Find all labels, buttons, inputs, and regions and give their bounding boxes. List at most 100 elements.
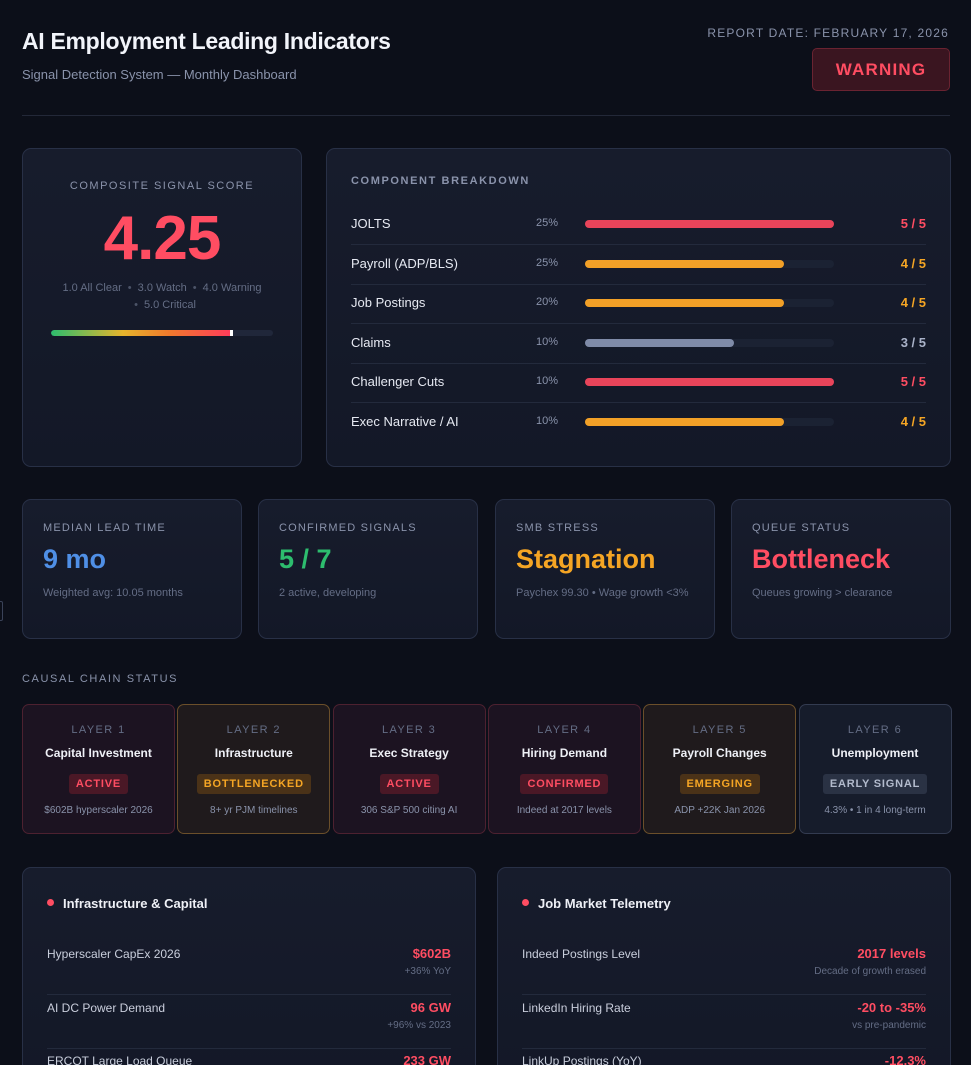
side-panel-handle[interactable] (0, 601, 3, 621)
metric-description: Weighted avg: 10.05 months (43, 587, 183, 599)
metric-value: Stagnation (516, 544, 656, 574)
component-bar-fill (585, 417, 785, 426)
panel-row-value: 2017 levels (857, 946, 926, 961)
chain-layer-5: LAYER 5 Payroll Changes EMERGING ADP +22K J… (643, 704, 797, 834)
component-row: Job Postings 20% 4 / 5 (351, 284, 926, 324)
panel-row-label: AI DC Power Demand (47, 1000, 166, 1015)
legend-all-clear: 1.0 All Clear (62, 282, 122, 294)
status-dot-icon (47, 899, 54, 906)
layer-note: $602B hyperscaler 2026 (44, 805, 153, 816)
component-bar-track (585, 259, 834, 268)
composite-score-card: COMPOSITE SIGNAL SCORE 4.25 1.0 All Clea… (22, 148, 302, 467)
metric-description: Queues growing > clearance (752, 587, 893, 599)
status-dot-icon (522, 899, 529, 906)
layer-name: Hiring Demand (521, 746, 608, 760)
panel-row-value: $602B (412, 946, 451, 961)
panel-row-note: Decade of growth erased (814, 966, 926, 977)
panel-row-note: +36% YoY (404, 966, 451, 977)
layer-number: LAYER 1 (71, 724, 126, 736)
panel-title-text: Job Market Telemetry (538, 896, 671, 911)
composite-score-value: 4.25 (103, 204, 222, 273)
component-weight: 10% (536, 375, 559, 387)
score-gauge-track (51, 330, 273, 336)
metric-label: MEDIAN LEAD TIME (43, 522, 166, 534)
score-gauge-fill (51, 330, 232, 336)
panel-row-value: 233 GW (403, 1053, 451, 1065)
chain-layer-4: LAYER 4 Hiring Demand CONFIRMED Indeed at 2… (487, 704, 641, 834)
layer-badge-wrap: EARLY SIGNAL (800, 774, 951, 794)
score-gauge-marker (230, 330, 234, 336)
status-badge: WARNING (812, 48, 950, 91)
component-bar-track (585, 220, 834, 228)
component-row: Challenger Cuts 10% 5 / 5 (351, 363, 926, 403)
layer-badge-wrap: EMERGING (644, 774, 795, 794)
panel-row-label: Hyperscaler CapEx 2026 (47, 947, 181, 961)
panel-row-note: vs pre-pandemic (852, 1019, 926, 1031)
metric-value: Bottleneck (752, 544, 891, 574)
layer-name: Exec Strategy (369, 746, 449, 760)
layer-badge-wrap: CONFIRMED (489, 774, 640, 794)
layer-note: ADP +22K Jan 2026 (674, 805, 766, 816)
chain-layer-2: LAYER 2 Infrastructure BOTTLENECKED 8+ yr P… (177, 704, 331, 834)
metric-value: 9 mo (43, 544, 107, 574)
component-row: Claims 10% 3 / 5 (351, 324, 926, 364)
component-weight: 25% (536, 256, 559, 269)
metric-card-smb-stress: SMB STRESS Stagnation Paychex 99.30 • Wage… (495, 499, 715, 639)
header-divider (22, 115, 950, 116)
component-name: Job Postings (351, 295, 426, 310)
component-breakdown-title: COMPONENT BREAKDOWN (351, 175, 530, 187)
component-bar-fill (585, 378, 834, 386)
layer-number: LAYER 5 (692, 724, 747, 736)
component-weight: 10% (536, 414, 559, 427)
panel-row-label: LinkedIn Hiring Rate (522, 1000, 631, 1015)
layer-note: 306 S&P 500 citing AI (360, 805, 458, 816)
layer-status-badge: BOTTLENECKED (196, 774, 311, 794)
panel-row-label: Indeed Postings Level (522, 947, 641, 961)
layer-status-badge: EARLY SIGNAL (822, 774, 928, 794)
panel-infrastructure-capital: Infrastructure & Capital Hyperscaler CapE… (22, 867, 476, 1065)
panel-row-note: +96% vs 2023 (387, 1019, 451, 1031)
layer-note: Indeed at 2017 levels (516, 805, 612, 816)
legend-warning: 4.0 Warning (202, 282, 262, 294)
legend-watch: 3.0 Watch (137, 282, 187, 294)
layer-badge-wrap: ACTIVE (334, 774, 485, 794)
panel-title: Job Market Telemetry (522, 896, 671, 911)
layer-status-badge: ACTIVE (68, 774, 129, 794)
panel-row: LinkedIn Hiring Rate -20 to -35% vs pre-pa… (522, 996, 926, 1049)
layer-number: LAYER 6 (847, 724, 903, 736)
layer-status-badge: ACTIVE (379, 774, 439, 794)
layer-name: Unemployment (831, 746, 919, 760)
layer-name: Infrastructure (214, 746, 293, 760)
layer-badge-wrap: ACTIVE (23, 774, 174, 794)
component-bar-track (585, 378, 834, 386)
metric-label: CONFIRMED SIGNALS (279, 522, 417, 534)
chain-layer-6: LAYER 6 Unemployment EARLY SIGNAL 4.3% • 1 … (798, 704, 952, 834)
metric-card-median-lead-time: MEDIAN LEAD TIME 9 mo Weighted avg: 10.05 … (22, 499, 242, 639)
metric-value: 5 / 7 (279, 544, 332, 574)
layer-name: Capital Investment (45, 746, 152, 760)
layer-status-badge: EMERGING (679, 774, 760, 794)
component-bar-fill (585, 299, 785, 307)
chain-layer-1: LAYER 1 Capital Investment ACTIVE $602B hyp… (22, 704, 175, 834)
component-row: JOLTS 25% 5 / 5 (351, 205, 926, 245)
component-bar-track (585, 299, 834, 307)
layer-number: LAYER 3 (381, 724, 437, 736)
component-name: Claims (351, 334, 391, 350)
panel-job-market-telemetry: Job Market Telemetry Indeed Postings Leve… (497, 867, 951, 1065)
metric-description: 2 active, developing (279, 587, 377, 599)
component-bar-fill (585, 220, 834, 228)
metric-description: Paychex 99.30 • Wage growth <3% (516, 587, 689, 599)
component-score: 5 / 5 (900, 216, 926, 231)
component-name: Challenger Cuts (351, 374, 445, 389)
component-score: 4 / 5 (900, 295, 926, 310)
layer-badge-wrap: BOTTLENECKED (178, 774, 329, 794)
component-bar-fill (585, 259, 785, 268)
panel-title: Infrastructure & Capital (47, 896, 207, 911)
layer-status-badge: CONFIRMED (520, 774, 609, 794)
layer-number: LAYER 2 (226, 724, 281, 736)
panel-row: Hyperscaler CapEx 2026 $602B +36% YoY (47, 942, 451, 995)
component-name: Exec Narrative / AI (351, 413, 459, 429)
panel-row-label: LinkUp Postings (YoY) (522, 1054, 642, 1065)
metric-label: QUEUE STATUS (752, 522, 851, 534)
